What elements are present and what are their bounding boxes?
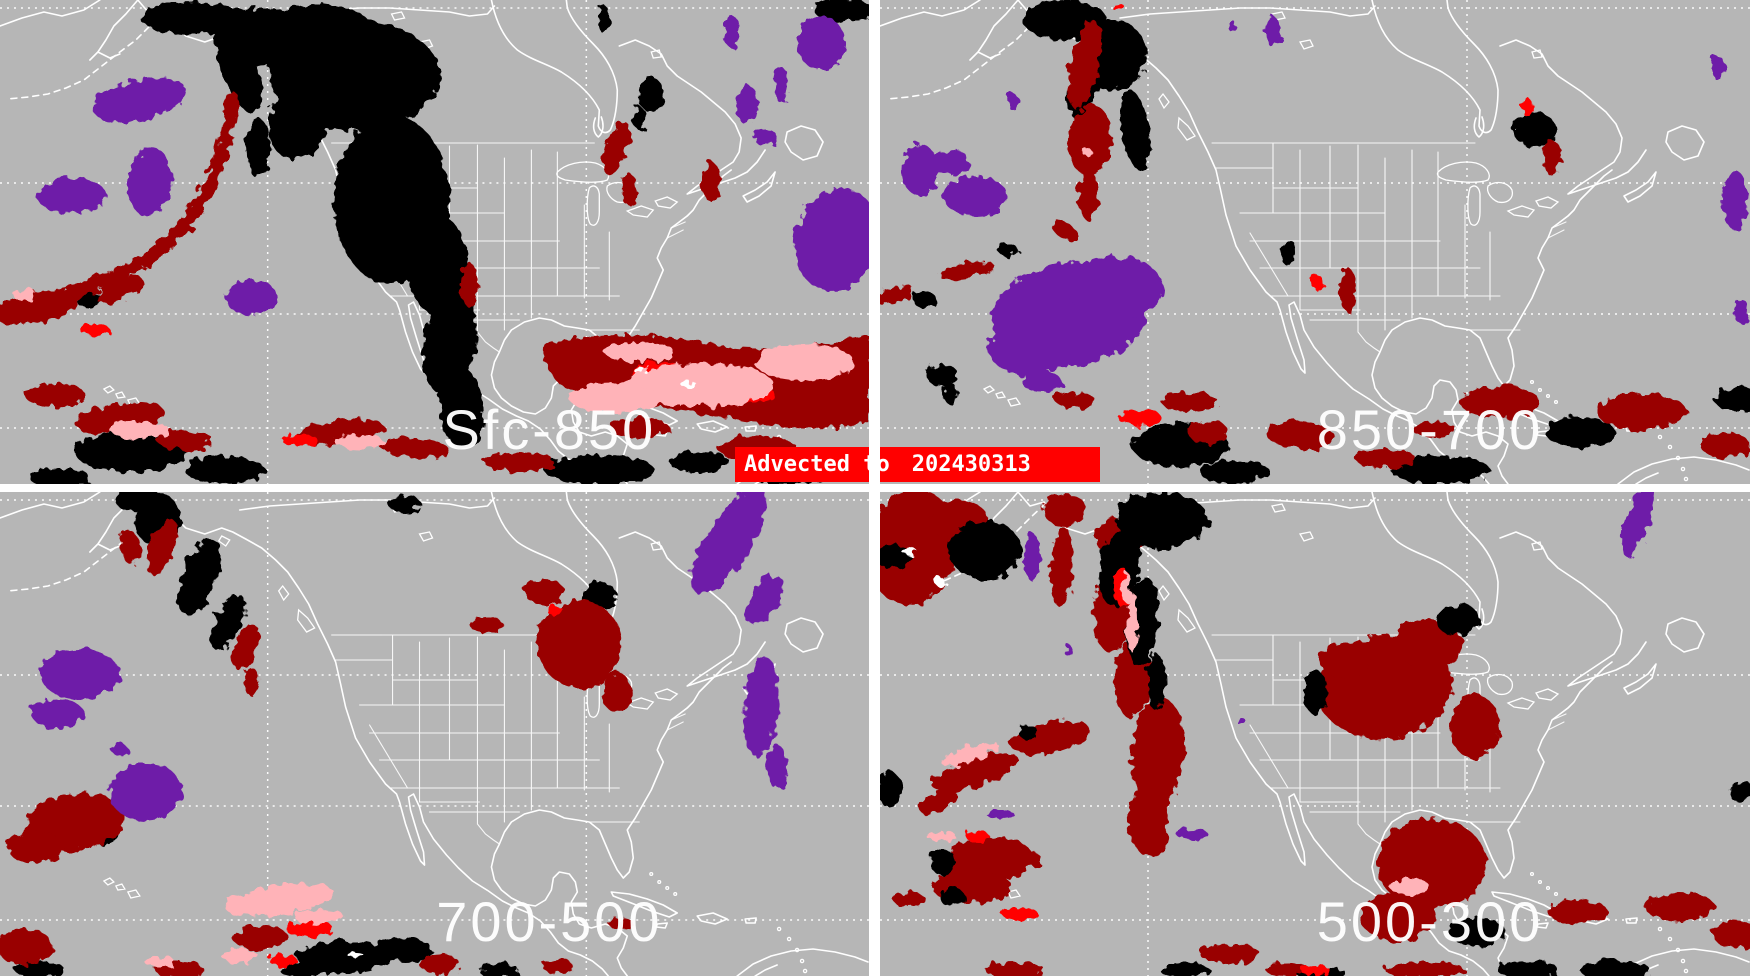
banner-timestamp: 202430313 [911,452,1031,477]
data-overlay [880,492,1750,976]
panel-700-500: 700-500 [0,492,869,976]
panel-label-850-700: 850-700 [1317,398,1544,461]
panel-850-700: 850-700 [880,0,1750,484]
data-overlay [880,0,1750,484]
panel-sfc-850: Sfc-850 [0,0,869,484]
panel-divider-horizontal [0,484,1750,492]
panel-label-sfc-850: Sfc-850 [443,398,657,461]
panel-label-500-300: 500-300 [1317,890,1544,953]
banner-prefix-label: Advected to [744,452,890,477]
advection-time-banner: Advected to 202430313 [735,447,1100,482]
panel-label-700-500: 700-500 [436,890,662,953]
data-overlay [0,492,788,976]
data-overlay [0,0,869,484]
panel-500-300: 500-300 [880,492,1750,976]
